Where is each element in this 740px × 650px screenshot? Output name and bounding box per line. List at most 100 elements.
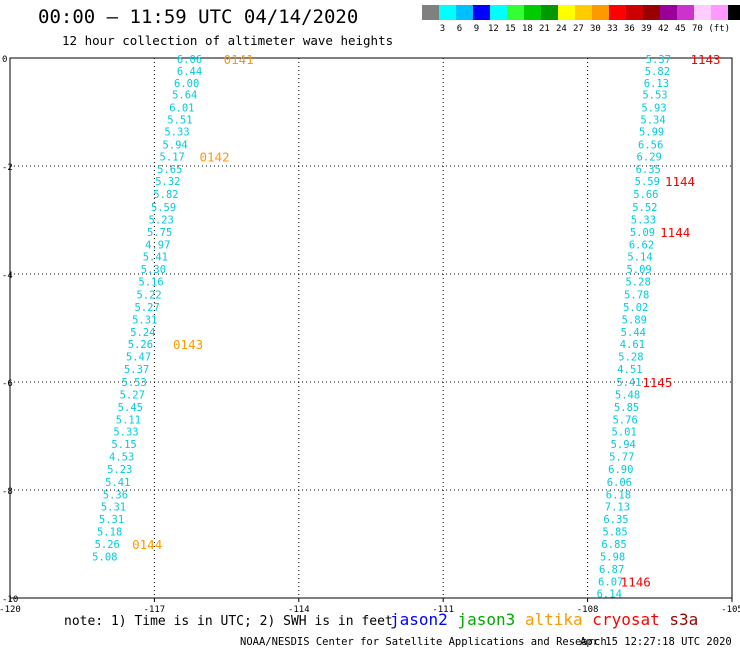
color-scale-label: 27 — [573, 24, 584, 34]
pass-time-label: 1145 — [642, 375, 672, 390]
x-tick-label: -114 — [288, 605, 310, 615]
wave-height-point: 6.00 — [174, 78, 199, 90]
wave-height-point: 5.31 — [101, 502, 126, 514]
color-scale-swatch — [643, 5, 660, 20]
wave-height-point: 5.23 — [107, 464, 132, 476]
wave-height-point: 5.77 — [609, 452, 634, 464]
wave-height-point: 5.16 — [138, 277, 163, 289]
wave-height-point: 5.75 — [147, 227, 172, 239]
color-scale-swatch — [541, 5, 558, 20]
footer-note: note: 1) Time is in UTC; 2) SWH is in fe… — [64, 614, 393, 629]
wave-height-point: 5.45 — [118, 402, 143, 414]
wave-height-point: 5.89 — [622, 314, 647, 326]
wave-height-point: 5.09 — [626, 264, 651, 276]
wave-height-point: 6.56 — [638, 139, 663, 151]
wave-height-point: 5.93 — [641, 103, 666, 115]
y-tick-label: -6 — [2, 379, 13, 389]
color-scale-label: 36 — [624, 24, 635, 34]
wave-height-point: 5.94 — [162, 139, 187, 151]
wave-height-point: 5.23 — [148, 214, 173, 226]
wave-height-point: 5.31 — [132, 314, 157, 326]
x-tick-label: -108 — [577, 605, 599, 615]
wave-height-point: 5.27 — [135, 302, 160, 314]
wave-height-point: 5.78 — [624, 290, 649, 302]
color-scale-swatch — [694, 5, 711, 20]
pass-time-labels: 0141 0142 0143 0144 1143 1144 1144 1145 1146 — [132, 52, 720, 589]
wave-height-point: 6.01 — [169, 103, 194, 115]
color-scale-swatch — [473, 5, 490, 20]
plot-area: -120 -117 -114 -111 -108 -105 0 -2 -4 -6 -8 -10 — [0, 55, 740, 615]
wave-height-point: 5.01 — [612, 427, 637, 439]
y-tick-label: 0 — [2, 55, 7, 65]
wave-height-point: 5.98 — [600, 551, 625, 563]
color-scale-label: 9 — [474, 24, 479, 34]
color-scale-swatch — [456, 5, 473, 20]
wave-height-point: 5.59 — [635, 176, 660, 188]
x-tick-label: -105 — [721, 605, 740, 615]
color-scale-swatch — [677, 5, 694, 20]
color-scale-swatch — [558, 5, 575, 20]
x-tick-label: -117 — [144, 605, 166, 615]
footer-credit: NOAA/NESDIS Center for Satellite Applica… — [240, 636, 607, 648]
wave-height-point: 5.41 — [105, 477, 130, 489]
satellite-legend: jason2 jason3 altika cryosat s3a — [390, 610, 698, 629]
wave-height-point: 5.34 — [640, 115, 665, 127]
pass-time-label: 0142 — [200, 149, 230, 164]
wave-height-point: 5.37 — [124, 364, 149, 376]
wave-height-point: 6.87 — [599, 564, 624, 576]
color-scale-label: 33 — [607, 24, 618, 34]
color-scale-label: 24 — [556, 24, 567, 34]
color-scale-label: 70 — [692, 24, 703, 34]
color-scale-swatch — [609, 5, 626, 20]
y-tick-label: -2 — [2, 163, 13, 173]
wave-height-point: 5.30 — [141, 264, 166, 276]
color-scale-swatch — [507, 5, 524, 20]
pass-time-label: 1144 — [665, 174, 695, 189]
wave-height-point: 5.47 — [126, 352, 151, 364]
wave-height-point: 5.22 — [136, 290, 161, 302]
wave-height-point: 5.33 — [631, 214, 656, 226]
color-scale-swatch — [575, 5, 592, 20]
color-scale-unit: (ft) — [708, 24, 730, 34]
color-scale-label: 12 — [488, 24, 499, 34]
wave-height-point: 6.18 — [606, 489, 631, 501]
wave-height-point: 6.29 — [637, 151, 662, 163]
wave-height-point: 5.65 — [157, 164, 182, 176]
wave-height-point: 5.15 — [111, 439, 136, 451]
wave-height-point: 4.51 — [617, 364, 642, 376]
color-scale-swatch — [524, 5, 541, 20]
wave-height-point: 6.06 — [177, 54, 202, 66]
wave-height-point: 5.26 — [95, 539, 120, 551]
wave-height-point: 5.02 — [623, 302, 648, 314]
color-scale-label: 21 — [539, 24, 550, 34]
wave-height-point: 5.85 — [614, 402, 639, 414]
wave-height-point: 5.14 — [627, 252, 652, 264]
x-tick-label: -111 — [432, 605, 454, 615]
wave-height-point: 5.66 — [633, 189, 658, 201]
color-scale-swatch — [422, 5, 439, 20]
wave-height-point: 6.35 — [603, 514, 628, 526]
color-scale-label: 45 — [675, 24, 686, 34]
wave-height-point: 5.26 — [128, 339, 153, 351]
wave-height-point: 5.53 — [122, 377, 147, 389]
wave-height-point: 5.53 — [642, 90, 667, 102]
wave-height-point: 5.36 — [103, 489, 128, 501]
wave-height-point: 5.28 — [618, 352, 643, 364]
color-scale-label: 15 — [505, 24, 516, 34]
wave-height-point: 5.52 — [632, 202, 657, 214]
pass-time-label: 0141 — [224, 52, 254, 67]
wave-height-point: 5.85 — [602, 527, 627, 539]
y-tick-label: -8 — [2, 487, 13, 497]
wave-height-point: 5.44 — [621, 327, 646, 339]
satellite-legend-cryosat: cryosat — [583, 610, 660, 629]
wave-height-point: 5.27 — [120, 389, 145, 401]
wave-height-point: 5.82 — [153, 189, 178, 201]
wave-height-point: 5.51 — [167, 115, 192, 127]
color-scale-swatch — [660, 5, 677, 20]
wave-height-point: 5.11 — [116, 414, 141, 426]
wave-height-point: 5.59 — [151, 202, 176, 214]
chart-footer: note: 1) Time is in UTC; 2) SWH is in fe… — [64, 610, 732, 648]
wave-height-point: 6.07 — [598, 576, 623, 588]
color-scale-swatch — [439, 5, 456, 20]
chart-subtitle: 12 hour collection of altimeter wave hei… — [62, 33, 394, 48]
